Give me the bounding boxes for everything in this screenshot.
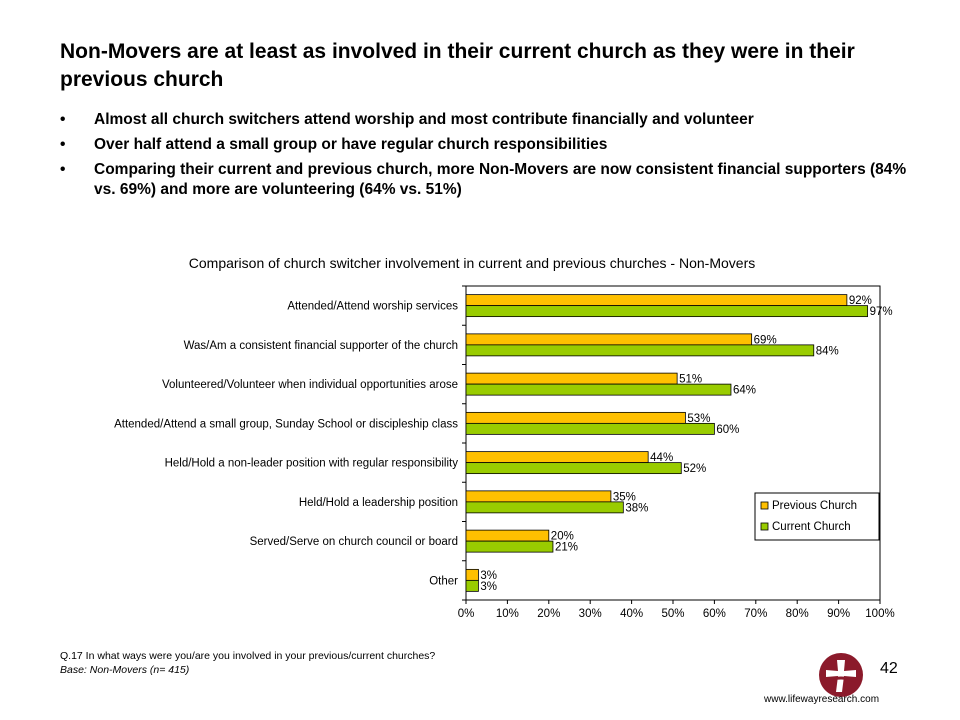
data-label: 92% <box>849 295 872 307</box>
bar-previous <box>465 568 479 581</box>
legend-label-current: Current Church <box>772 521 851 533</box>
bar-previous <box>465 333 753 346</box>
data-label: 35% <box>613 491 636 503</box>
x-tick-label: 20% <box>537 608 560 620</box>
bullet-text: Over half attend a small group or have r… <box>94 136 608 153</box>
data-label: 51% <box>679 374 702 386</box>
data-label: 84% <box>816 345 839 357</box>
category-label: Was/Am a consistent financial supporter … <box>184 340 458 352</box>
bar-current <box>465 422 715 435</box>
bar-chart: Comparison of church switcher involvemen… <box>114 255 895 620</box>
bar-previous <box>465 411 686 424</box>
bullet-text: Almost all church switchers attend worsh… <box>94 111 754 128</box>
x-tick-label: 50% <box>661 608 684 620</box>
data-label: 64% <box>733 385 756 397</box>
category-label: Other <box>429 575 458 587</box>
chart-title: Comparison of church switcher involvemen… <box>189 255 755 271</box>
x-tick-label: 40% <box>620 608 643 620</box>
legend-box <box>754 492 880 541</box>
data-label: 60% <box>716 424 739 436</box>
bullet-symbol: • <box>60 136 66 153</box>
chart-legend: Previous Church Current Church <box>754 492 880 541</box>
x-tick-label: 0% <box>458 608 475 620</box>
bullet-list: • Almost all church switchers attend wors… <box>60 110 920 205</box>
x-tick-label: 90% <box>827 608 850 620</box>
bar-current <box>465 540 554 553</box>
x-tick-label: 30% <box>579 608 602 620</box>
x-tick-label: 80% <box>786 608 809 620</box>
bullet-item: • Over half attend a small group or have … <box>60 135 920 155</box>
data-label: 3% <box>480 570 497 582</box>
data-label: 3% <box>480 581 497 593</box>
data-label: 38% <box>625 502 648 514</box>
footnote-base: Base: Non-Movers (n= 415) <box>60 664 190 676</box>
data-label: 69% <box>754 334 777 346</box>
legend-label-previous: Previous Church <box>772 500 857 512</box>
data-label: 52% <box>683 463 706 475</box>
data-label: 20% <box>551 531 574 543</box>
data-label: 97% <box>870 306 893 318</box>
bullet-symbol: • <box>60 161 66 178</box>
category-label: Held/Hold a leadership position <box>299 497 458 509</box>
bar-current <box>465 305 868 318</box>
footnote-question: Q.17 In what ways were you/are you invol… <box>60 650 436 662</box>
category-label: Served/Serve on church council or board <box>250 536 458 548</box>
bar-current <box>465 501 624 514</box>
bar-previous <box>465 529 550 542</box>
bars-layer: Attended/Attend worship services 92%97% Wa… <box>114 285 895 620</box>
x-tick-label: 100% <box>865 608 894 620</box>
bar-previous <box>465 372 678 385</box>
page-number: 42 <box>880 660 898 677</box>
category-label: Attended/Attend worship services <box>287 301 458 313</box>
data-label: 44% <box>650 452 673 464</box>
bullet-item: • Almost all church switchers attend wors… <box>60 110 920 130</box>
legend-swatch-current <box>760 522 769 531</box>
plot-area <box>465 285 881 601</box>
x-tick-label: 70% <box>744 608 767 620</box>
bullet-item: • Comparing their current and previous ch… <box>60 160 920 200</box>
legend-swatch-previous <box>760 501 769 510</box>
bar-current <box>465 579 479 592</box>
category-label: Volunteered/Volunteer when individual op… <box>162 379 458 391</box>
bullet-text: Comparing their current and previous chu… <box>94 161 907 198</box>
category-label: Attended/Attend a small group, Sunday Sc… <box>114 418 458 430</box>
slide-title: Non-Movers are at least as involved in t… <box>60 40 855 91</box>
x-tick-label: 60% <box>703 608 726 620</box>
bar-current <box>465 344 815 357</box>
website-url: www.lifewayresearch.com <box>764 694 880 705</box>
bar-previous <box>465 451 649 464</box>
bar-current <box>465 462 682 475</box>
x-tick-label: 10% <box>496 608 519 620</box>
lifeway-logo <box>819 653 863 697</box>
bar-current <box>465 383 732 396</box>
footnote: Q.17 In what ways were you/are you invol… <box>60 649 435 677</box>
bar-previous <box>465 294 848 307</box>
data-label: 53% <box>687 413 710 425</box>
category-label: Held/Hold a non-leader position with reg… <box>165 458 459 470</box>
bullet-symbol: • <box>60 111 66 128</box>
data-label: 21% <box>555 542 578 554</box>
bar-previous <box>465 490 612 503</box>
